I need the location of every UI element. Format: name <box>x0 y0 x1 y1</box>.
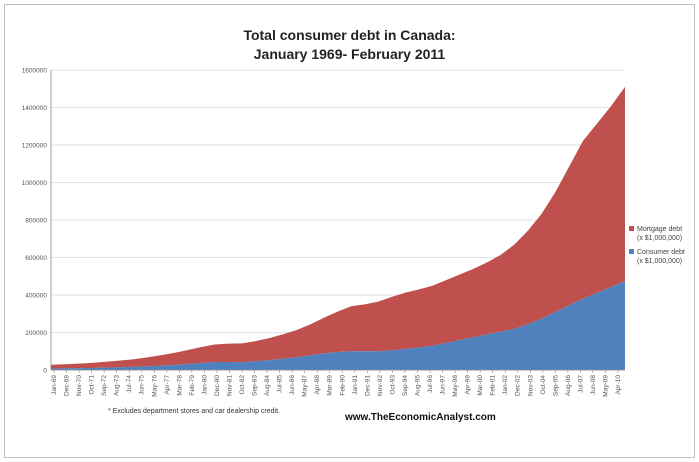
y-tick-label: 400000 <box>25 292 47 299</box>
x-tick-label: Jan-69 <box>51 375 58 395</box>
x-tick-label: Jun-75 <box>139 375 146 395</box>
chart-title: Total consumer debt in Canada: January 1… <box>0 26 699 64</box>
x-tick-label: Dec-80 <box>214 375 221 396</box>
x-tick-label: Mar-78 <box>176 375 183 396</box>
x-tick-label: Oct-71 <box>89 375 96 395</box>
legend-mortgage-debt-unit: (x $1,000,000) <box>637 235 682 242</box>
x-tick-label: Mar-89 <box>327 375 334 396</box>
x-tick-label: Apr-99 <box>465 375 472 395</box>
x-tick-label: Oct-04 <box>540 375 547 395</box>
x-tick-label: Jul-85 <box>277 375 284 393</box>
x-tick-label: May-98 <box>452 375 459 397</box>
x-tick-label: Jun-97 <box>440 375 447 395</box>
source-website: www.TheEconomicAnalyst.com <box>345 412 496 423</box>
y-tick-label: 600000 <box>25 255 47 262</box>
x-tick-label: Feb-79 <box>189 375 196 396</box>
mortgage-debt-area <box>51 86 625 369</box>
x-tick-label: Aug-95 <box>414 375 421 396</box>
x-tick-label: Nov-81 <box>226 375 233 396</box>
x-tick-label: Nov-70 <box>76 375 83 396</box>
chart-title-line1: Total consumer debt in Canada: <box>243 27 456 43</box>
x-tick-label: Feb-01 <box>490 375 497 396</box>
legend: Mortgage debt (x $1,000,000) Consumer debt… <box>629 226 685 265</box>
x-tick-label: Jul-96 <box>427 375 434 393</box>
y-tick-label: 1000000 <box>22 180 48 187</box>
x-axis-ticks: Jan-69 Dec-69 Nov-70 Oct-71 Sep-72 Aug-73 Jul-… <box>51 370 622 397</box>
x-tick-label: Aug-73 <box>114 375 121 396</box>
x-tick-label: Mar-00 <box>477 375 484 396</box>
x-tick-label: Oct-82 <box>239 375 246 395</box>
legend-consumer-debt-unit: (x $1,000,000) <box>637 258 682 265</box>
x-tick-label: Jul-74 <box>126 375 133 393</box>
x-tick-label: Apr-10 <box>615 375 622 395</box>
y-tick-label: 800000 <box>25 217 47 224</box>
x-tick-label: Jan-02 <box>502 375 509 395</box>
footnote: * Excludes department stores and car dea… <box>108 408 280 415</box>
x-tick-label: Jul-07 <box>577 375 584 393</box>
x-tick-label: Dec-69 <box>64 375 71 396</box>
x-tick-label: May-76 <box>151 375 158 397</box>
x-tick-label: May-87 <box>302 375 309 397</box>
chart-title-line2: January 1969- February 2011 <box>253 46 446 62</box>
y-tick-label: 1600000 <box>22 67 48 74</box>
x-tick-label: Nov-92 <box>377 375 384 396</box>
y-tick-label: 200000 <box>25 330 47 337</box>
legend-consumer-debt-label: Consumer debt <box>637 249 685 256</box>
y-axis-ticks: 0 200000 400000 600000 800000 1000000 1200000 1… <box>22 67 48 374</box>
x-tick-label: Sep-94 <box>402 375 409 396</box>
axes <box>50 70 625 371</box>
y-tick-label: 1400000 <box>22 105 48 112</box>
x-tick-label: Dec-02 <box>515 375 522 396</box>
x-tick-label: Feb-90 <box>339 375 346 396</box>
legend-consumer-debt-swatch <box>629 249 634 254</box>
x-tick-label: Sep-05 <box>552 375 559 396</box>
x-tick-label: Jan-91 <box>352 375 359 395</box>
y-tick-label: 1200000 <box>22 142 48 149</box>
x-tick-label: Jan-80 <box>201 375 208 395</box>
legend-mortgage-debt-label: Mortgage debt <box>637 226 682 233</box>
x-tick-label: Dec-91 <box>364 375 371 396</box>
x-tick-label: Sep-83 <box>252 375 259 396</box>
consumer-debt-area <box>51 280 625 370</box>
x-tick-label: May-09 <box>602 375 609 397</box>
area-series <box>51 86 625 370</box>
x-tick-label: Apr-77 <box>164 375 171 395</box>
x-tick-label: Nov-03 <box>527 375 534 396</box>
y-tick-label: 0 <box>43 367 47 374</box>
legend-mortgage-debt-swatch <box>629 226 634 231</box>
x-tick-label: Aug-06 <box>565 375 572 396</box>
x-tick-label: Aug-84 <box>264 375 271 396</box>
x-tick-label: Apr-88 <box>314 375 321 395</box>
gridlines <box>51 69 625 371</box>
x-tick-label: Oct-93 <box>389 375 396 395</box>
x-tick-label: Jun-08 <box>590 375 597 395</box>
x-tick-label: Jun-86 <box>289 375 296 395</box>
x-tick-label: Sep-72 <box>101 375 108 396</box>
